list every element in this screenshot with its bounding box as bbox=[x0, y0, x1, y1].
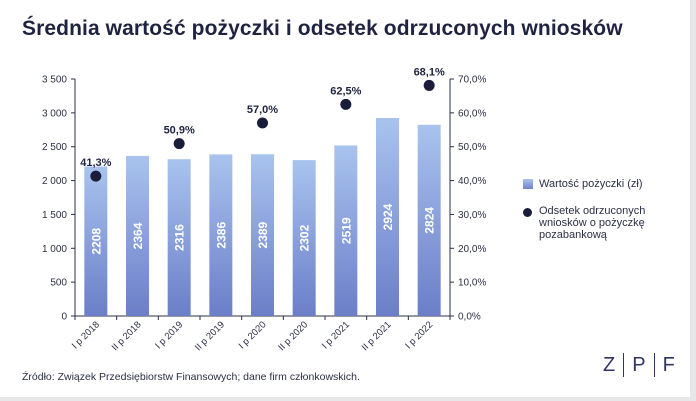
y-left-tick-label: 3 000 bbox=[42, 108, 67, 119]
rejection-rate-dot bbox=[173, 138, 185, 150]
bar bbox=[167, 159, 191, 316]
y-right-tick-label: 60,0% bbox=[458, 108, 486, 119]
chart-legend: Wartość pożyczki (zł) Odsetek odrzuconyc… bbox=[523, 178, 693, 256]
x-tick-label: II p 2021 bbox=[360, 319, 394, 353]
zpf-logo: Z P F bbox=[603, 352, 675, 378]
logo-letter: F bbox=[662, 353, 675, 376]
y-left-tick-label: 0 bbox=[61, 312, 67, 323]
bar bbox=[334, 145, 358, 316]
y-left-tick-label: 2 000 bbox=[42, 176, 67, 187]
y-right-tick-label: 0,0% bbox=[458, 312, 481, 323]
frame-edge-bottom bbox=[0, 397, 696, 401]
x-tick-label: I p 2021 bbox=[320, 319, 352, 351]
bar bbox=[417, 124, 441, 316]
y-left-tick-label: 1 000 bbox=[42, 244, 67, 255]
x-tick-label: II p 2020 bbox=[276, 319, 310, 353]
y-right-tick-label: 30,0% bbox=[458, 210, 486, 221]
x-tick-label: I p 2022 bbox=[403, 319, 435, 351]
legend-bar-label: Wartość pożyczki (zł) bbox=[539, 178, 643, 190]
legend-dot-label-line: wniosków o pożyczkę bbox=[539, 217, 645, 229]
bar-value-label: 2519 bbox=[339, 217, 353, 244]
bar-value-label: 2386 bbox=[214, 222, 228, 249]
bar-value-label: 2208 bbox=[89, 228, 103, 255]
y-left-tick-label: 500 bbox=[50, 278, 67, 289]
bar bbox=[376, 118, 399, 317]
rejection-rate-label: 62,5% bbox=[330, 85, 361, 97]
logo-divider bbox=[623, 353, 625, 377]
bar bbox=[84, 166, 108, 316]
y-right-tick-label: 40,0% bbox=[458, 176, 486, 187]
x-tick-label: II p 2018 bbox=[110, 319, 144, 353]
chart-title: Średnia wartość pożyczki i odsetek odrzu… bbox=[22, 17, 623, 40]
x-tick-label: II p 2019 bbox=[193, 319, 227, 353]
logo-letter: Z bbox=[603, 353, 616, 376]
legend-bar-swatch bbox=[523, 179, 533, 189]
bar bbox=[126, 155, 149, 316]
bar bbox=[209, 154, 233, 316]
y-right-tick-label: 20,0% bbox=[458, 244, 486, 255]
rejection-rate-label: 50,9% bbox=[164, 125, 195, 137]
rejection-rate-label: 41,3% bbox=[80, 157, 111, 169]
bar-value-label: 2924 bbox=[381, 203, 395, 230]
y-right-tick-label: 10,0% bbox=[458, 278, 486, 289]
logo-letter: P bbox=[632, 353, 646, 376]
legend-dot-label-line: Odsetek odrzuconych bbox=[539, 205, 646, 217]
bar-value-label: 2389 bbox=[256, 221, 270, 248]
rejection-rate-dot bbox=[257, 117, 268, 129]
y-right-tick-label: 70,0% bbox=[458, 75, 486, 86]
x-tick-label: I p 2019 bbox=[153, 319, 185, 351]
bar-value-label: 2302 bbox=[298, 224, 312, 251]
frame-edge-right bbox=[690, 0, 696, 401]
legend-dot-swatch bbox=[523, 208, 532, 217]
bar bbox=[292, 160, 316, 316]
legend-item-dots: Odsetek odrzuconych wniosków o pożyczkę … bbox=[523, 205, 693, 241]
rejection-rate-dot bbox=[423, 79, 435, 91]
source-note: Źródło: Związek Przedsiębiorstw Finansow… bbox=[22, 371, 360, 383]
y-left-tick-label: 3 500 bbox=[42, 75, 67, 86]
rejection-rate-dot bbox=[90, 170, 102, 182]
bar-value-label: 2364 bbox=[131, 222, 145, 249]
rejection-rate-label: 68,1% bbox=[414, 66, 445, 78]
x-tick-label: I p 2020 bbox=[237, 319, 269, 351]
y-right-tick-label: 50,0% bbox=[458, 142, 486, 153]
rejection-rate-dot bbox=[340, 98, 352, 110]
logo-divider bbox=[653, 353, 655, 377]
legend-dot-label-line: pozabankową bbox=[539, 229, 607, 241]
bar bbox=[251, 154, 274, 316]
x-tick-label: I p 2018 bbox=[70, 319, 102, 351]
rejection-rate-label: 57,0% bbox=[247, 104, 278, 116]
bar-value-label: 2316 bbox=[173, 224, 187, 251]
legend-dot-label: Odsetek odrzuconych wniosków o pożyczkę … bbox=[539, 205, 645, 241]
legend-item-bars: Wartość pożyczki (zł) bbox=[523, 178, 693, 190]
bar-value-label: 2824 bbox=[423, 207, 437, 234]
y-left-tick-label: 1 500 bbox=[42, 210, 67, 221]
y-left-tick-label: 2 500 bbox=[42, 142, 67, 153]
